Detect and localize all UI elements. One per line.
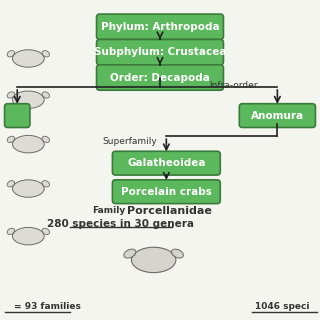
Ellipse shape	[7, 92, 15, 98]
Text: = 93 families: = 93 families	[14, 302, 81, 311]
Text: Porcelain crabs: Porcelain crabs	[121, 187, 212, 197]
Text: Galatheoidea: Galatheoidea	[127, 158, 205, 168]
Ellipse shape	[132, 247, 176, 273]
Ellipse shape	[12, 180, 44, 197]
Ellipse shape	[124, 249, 136, 258]
Ellipse shape	[12, 228, 44, 245]
FancyBboxPatch shape	[239, 104, 316, 127]
Ellipse shape	[7, 51, 15, 57]
Text: Porcellanidae: Porcellanidae	[127, 206, 212, 216]
Ellipse shape	[7, 228, 15, 235]
Ellipse shape	[42, 92, 50, 98]
Ellipse shape	[42, 228, 50, 235]
Text: Anomura: Anomura	[251, 111, 304, 121]
FancyBboxPatch shape	[97, 14, 223, 39]
Ellipse shape	[12, 50, 44, 67]
FancyBboxPatch shape	[97, 39, 223, 65]
FancyBboxPatch shape	[97, 65, 223, 90]
Ellipse shape	[7, 136, 15, 142]
FancyBboxPatch shape	[112, 151, 220, 175]
Ellipse shape	[42, 51, 50, 57]
Ellipse shape	[12, 135, 44, 153]
FancyBboxPatch shape	[4, 104, 30, 127]
Text: Order: Decapoda: Order: Decapoda	[110, 73, 210, 83]
Ellipse shape	[42, 180, 50, 187]
Ellipse shape	[7, 180, 15, 187]
Text: Superfamily: Superfamily	[102, 137, 157, 146]
Ellipse shape	[42, 136, 50, 142]
Text: Family: Family	[92, 206, 125, 215]
Ellipse shape	[12, 91, 44, 108]
Text: Phylum: Arthropoda: Phylum: Arthropoda	[101, 22, 219, 32]
Text: 280 species in 30 genera: 280 species in 30 genera	[47, 219, 194, 229]
Text: Infra-order: Infra-order	[209, 81, 257, 90]
Text: Subphylum: Crustacea: Subphylum: Crustacea	[94, 47, 226, 57]
Ellipse shape	[172, 249, 183, 258]
FancyBboxPatch shape	[112, 180, 220, 204]
Text: 1046 speci: 1046 speci	[255, 302, 309, 311]
